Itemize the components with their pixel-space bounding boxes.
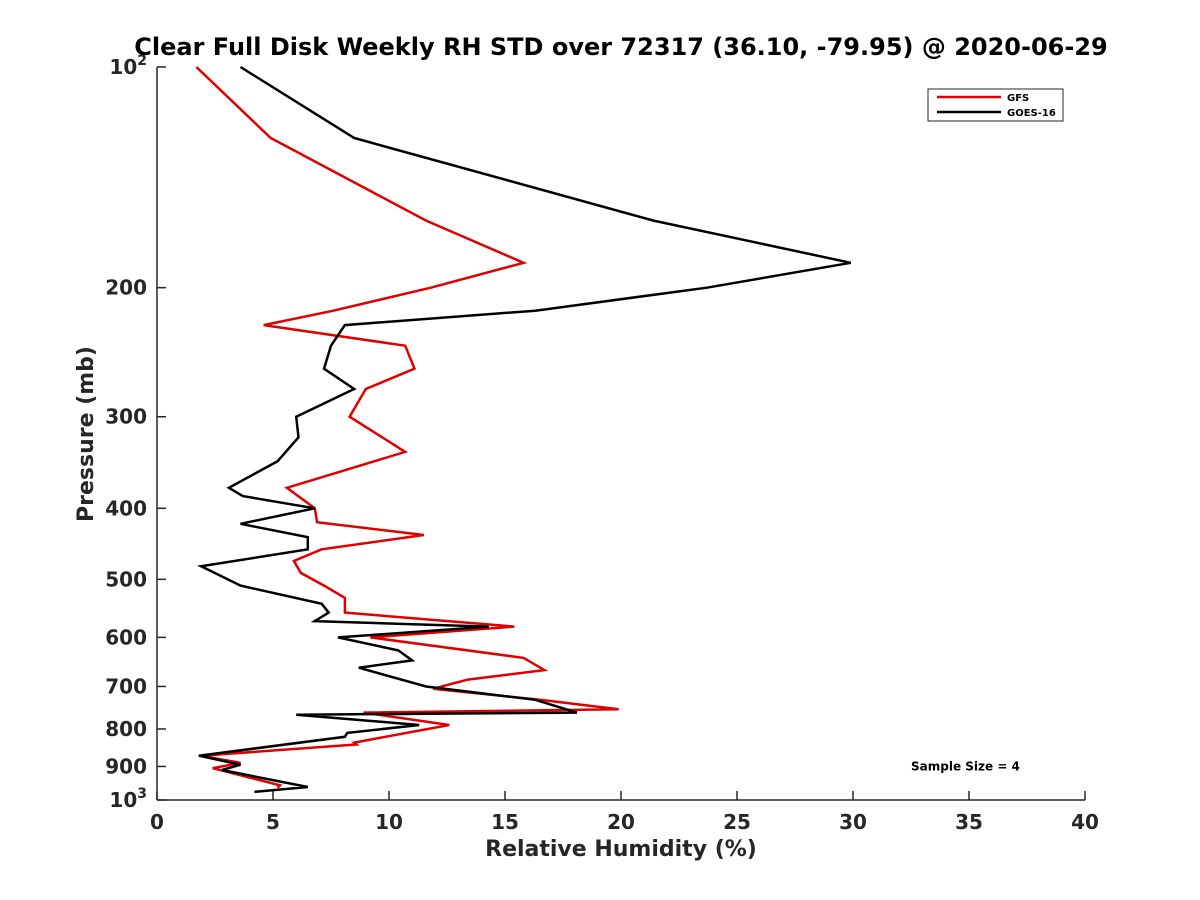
y-tick-label-exponent: 2 xyxy=(137,53,147,69)
x-tick-label: 20 xyxy=(607,810,635,834)
y-tick-label-base: 700 xyxy=(105,674,147,698)
x-tick-label: 10 xyxy=(375,810,403,834)
y-tick-label-base: 500 xyxy=(105,567,147,591)
series-group xyxy=(195,65,851,794)
series-line-goes16 xyxy=(197,65,851,794)
y-tick-label-base: 300 xyxy=(105,405,147,429)
legend: GFS GOES-16 xyxy=(927,88,1064,122)
y-tick-label-base: 10 xyxy=(109,788,137,812)
y-tick-label: 600 xyxy=(105,625,147,649)
x-tick-label: 30 xyxy=(839,810,867,834)
axes xyxy=(156,67,1085,801)
legend-label-goes16: GOES-16 xyxy=(1007,108,1056,119)
x-tick-label: 5 xyxy=(266,810,280,834)
y-axis-label: Pressure (mb) xyxy=(74,346,99,522)
y-tick-label: 102 xyxy=(109,53,147,79)
x-axis-label: Relative Humidity (%) xyxy=(485,837,757,862)
y-tick-label: 700 xyxy=(105,674,147,698)
x-tick-label: 40 xyxy=(1071,810,1099,834)
y-tick-label-base: 900 xyxy=(105,754,147,778)
x-tick-label: 0 xyxy=(150,810,164,834)
y-tick-label-base: 800 xyxy=(105,717,147,741)
y-tick-label: 300 xyxy=(105,405,147,429)
x-tick-label: 15 xyxy=(491,810,519,834)
y-tick-label: 500 xyxy=(105,567,147,591)
chart-title: Clear Full Disk Weekly RH STD over 72317… xyxy=(134,33,1107,61)
y-tick-label-base: 200 xyxy=(105,276,147,300)
y-tick-label-exponent: 3 xyxy=(137,786,147,802)
y-tick-label-base: 400 xyxy=(105,496,147,520)
y-tick-label: 200 xyxy=(105,276,147,300)
y-tick-label: 103 xyxy=(109,786,147,812)
series-line-gfs xyxy=(195,66,619,789)
x-ticks: 0 5 10 15 20 25 30 35 40 xyxy=(150,791,1099,834)
y-tick-label: 400 xyxy=(105,496,147,520)
legend-label-gfs: GFS xyxy=(1007,93,1029,104)
y-tick-label-base: 600 xyxy=(105,625,147,649)
legend-box xyxy=(927,88,1064,122)
x-tick-label: 35 xyxy=(955,810,983,834)
annotation-sample-size: Sample Size = 4 xyxy=(911,759,1020,773)
y-tick-label: 800 xyxy=(105,717,147,741)
y-tick-label: 900 xyxy=(105,754,147,778)
x-tick-label: 25 xyxy=(723,810,751,834)
y-tick-label-base: 10 xyxy=(109,55,137,79)
